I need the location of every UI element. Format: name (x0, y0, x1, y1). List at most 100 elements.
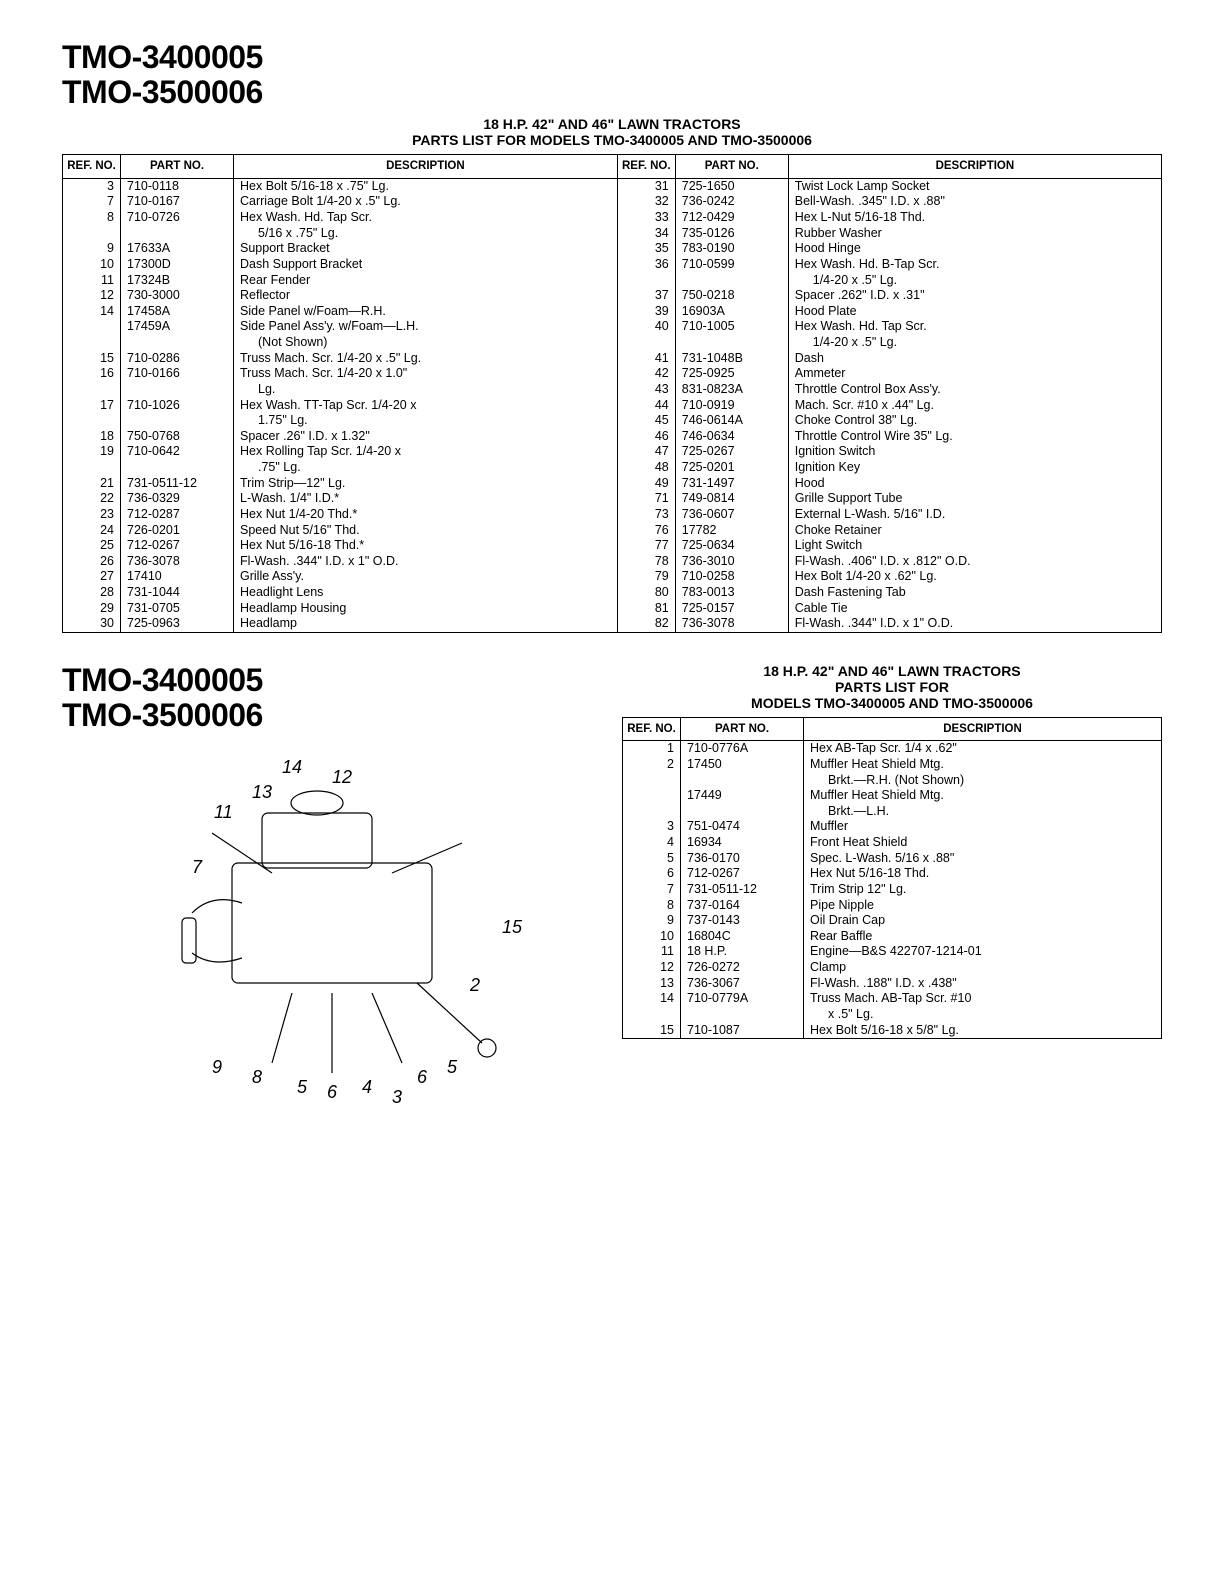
parts-table-1: REF. NO. PART NO. DESCRIPTION REF. NO. P… (62, 154, 1162, 633)
cell-desc: Rear Fender (234, 273, 618, 289)
cell-part (675, 335, 788, 351)
cell-desc: Pipe Nipple (804, 898, 1162, 914)
cell-desc: Hex Wash. Hd. Tap Scr. (234, 210, 618, 226)
cell-ref: 73 (617, 507, 675, 523)
cell-desc: L-Wash. 1/4" I.D.* (234, 491, 618, 507)
cell-part: 731-0511-12 (121, 476, 234, 492)
table-row: 30725-0963Headlamp82736-3078Fl-Wash. .34… (63, 616, 1162, 632)
cell-part: 731-0705 (121, 601, 234, 617)
cell-part: 725-0267 (675, 444, 788, 460)
cell-part: 710-0167 (121, 194, 234, 210)
table-row: 8710-0726Hex Wash. Hd. Tap Scr.33712-042… (63, 210, 1162, 226)
cell-desc: Ignition Switch (788, 444, 1161, 460)
cell-part: 16903A (675, 304, 788, 320)
cell-part: 710-0286 (121, 351, 234, 367)
cell-desc: Hex AB-Tap Scr. 1/4 x .62" (804, 741, 1162, 757)
cell-part (121, 413, 234, 429)
cell-desc: Reflector (234, 288, 618, 304)
cell-desc: Ignition Key (788, 460, 1161, 476)
cell-ref: 76 (617, 523, 675, 539)
cell-desc: Fl-Wash. .344" I.D. x 1" O.D. (234, 554, 618, 570)
cell-desc: 1/4-20 x .5" Lg. (788, 273, 1161, 289)
cell-part: 710-0599 (675, 257, 788, 273)
cell-part: 712-0267 (681, 866, 804, 882)
cell-part: 736-0170 (681, 851, 804, 867)
cell-ref: 10 (63, 257, 121, 273)
cell-desc: Light Switch (788, 538, 1161, 554)
cell-ref: 41 (617, 351, 675, 367)
cell-ref (63, 413, 121, 429)
cell-part (681, 773, 804, 789)
cell-desc: Brkt.—R.H. (Not Shown) (804, 773, 1162, 789)
cell-part (121, 335, 234, 351)
table-row: 28731-1044Headlight Lens80783-0013Dash F… (63, 585, 1162, 601)
cell-part: 725-0634 (675, 538, 788, 554)
cell-ref (63, 335, 121, 351)
cell-ref: 77 (617, 538, 675, 554)
cell-desc: Clamp (804, 960, 1162, 976)
cell-desc: Dash Fastening Tab (788, 585, 1161, 601)
table-row: 917633ASupport Bracket35783-0190Hood Hin… (63, 241, 1162, 257)
cell-ref: 9 (623, 913, 681, 929)
cell-desc: Support Bracket (234, 241, 618, 257)
cell-part: 710-0166 (121, 366, 234, 382)
t2-col-desc: DESCRIPTION (804, 717, 1162, 740)
cell-ref: 2 (623, 757, 681, 773)
cell-desc: Spacer .262" I.D. x .31" (788, 288, 1161, 304)
cell-ref: 7 (623, 882, 681, 898)
col-header-part: PART NO. (121, 155, 234, 178)
cell-ref: 19 (63, 444, 121, 460)
cell-part: 736-0242 (675, 194, 788, 210)
cell-part: 831-0823A (675, 382, 788, 398)
cell-desc: Choke Retainer (788, 523, 1161, 539)
cell-ref: 30 (63, 616, 121, 632)
cell-desc: Choke Control 38" Lg. (788, 413, 1161, 429)
svg-text:3: 3 (392, 1087, 402, 1103)
cell-desc: Side Panel Ass'y. w/Foam—L.H. (234, 319, 618, 335)
table-row: 1117324BRear Fender1/4-20 x .5" Lg. (63, 273, 1162, 289)
col-header-ref: REF. NO. (63, 155, 121, 178)
cell-ref: 71 (617, 491, 675, 507)
cell-part: 737-0143 (681, 913, 804, 929)
cell-ref: 26 (63, 554, 121, 570)
cell-part: 17449 (681, 788, 804, 804)
cell-desc: (Not Shown) (234, 335, 618, 351)
cell-part: 17450 (681, 757, 804, 773)
cell-part (121, 226, 234, 242)
svg-text:13: 13 (252, 782, 272, 802)
cell-desc: x .5" Lg. (804, 1007, 1162, 1023)
engine-diagram-svg: 1412 1311 7 15 2 98 56 46 53 (122, 743, 542, 1103)
cell-desc: Hex Bolt 5/16-18 x 5/8" Lg. (804, 1023, 1162, 1039)
cell-part: 750-0768 (121, 429, 234, 445)
cell-part: 710-1087 (681, 1023, 804, 1039)
table-row: 24726-0201Speed Nut 5/16" Thd.7617782Cho… (63, 523, 1162, 539)
table-row: 16710-0166Truss Mach. Scr. 1/4-20 x 1.0"… (63, 366, 1162, 382)
cell-desc: Fl-Wash. .406" I.D. x .812" O.D. (788, 554, 1161, 570)
cell-desc: Grille Support Tube (788, 491, 1161, 507)
cell-desc: Fl-Wash. .188" I.D. x .438" (804, 976, 1162, 992)
table-row: 21731-0511-12Trim Strip—12" Lg.49731-149… (63, 476, 1162, 492)
cell-ref: 11 (623, 944, 681, 960)
cell-ref (63, 319, 121, 335)
table-row: 1017300DDash Support Bracket36710-0599He… (63, 257, 1162, 273)
cell-desc: Hex Bolt 5/16-18 x .75" Lg. (234, 178, 618, 194)
cell-ref: 22 (63, 491, 121, 507)
cell-ref: 45 (617, 413, 675, 429)
sec2-sub-1: 18 H.P. 42" AND 46" LAWN TRACTORS (622, 663, 1162, 679)
table-row: 15710-1087Hex Bolt 5/16-18 x 5/8" Lg. (623, 1023, 1162, 1039)
col-header-part-2: PART NO. (675, 155, 788, 178)
cell-part: 731-1044 (121, 585, 234, 601)
model-number-1: TMO-3400005 (62, 40, 1162, 75)
cell-ref: 42 (617, 366, 675, 382)
cell-desc: Hex Rolling Tap Scr. 1/4-20 x (234, 444, 618, 460)
cell-part: 710-0118 (121, 178, 234, 194)
cell-desc: Ammeter (788, 366, 1161, 382)
table-row: 17449Muffler Heat Shield Mtg. (623, 788, 1162, 804)
cell-ref: 24 (63, 523, 121, 539)
cell-part: 17459A (121, 319, 234, 335)
cell-ref (63, 382, 121, 398)
cell-part: 726-0272 (681, 960, 804, 976)
svg-text:11: 11 (214, 802, 233, 822)
cell-ref: 12 (623, 960, 681, 976)
table-row: 13736-3067Fl-Wash. .188" I.D. x .438" (623, 976, 1162, 992)
